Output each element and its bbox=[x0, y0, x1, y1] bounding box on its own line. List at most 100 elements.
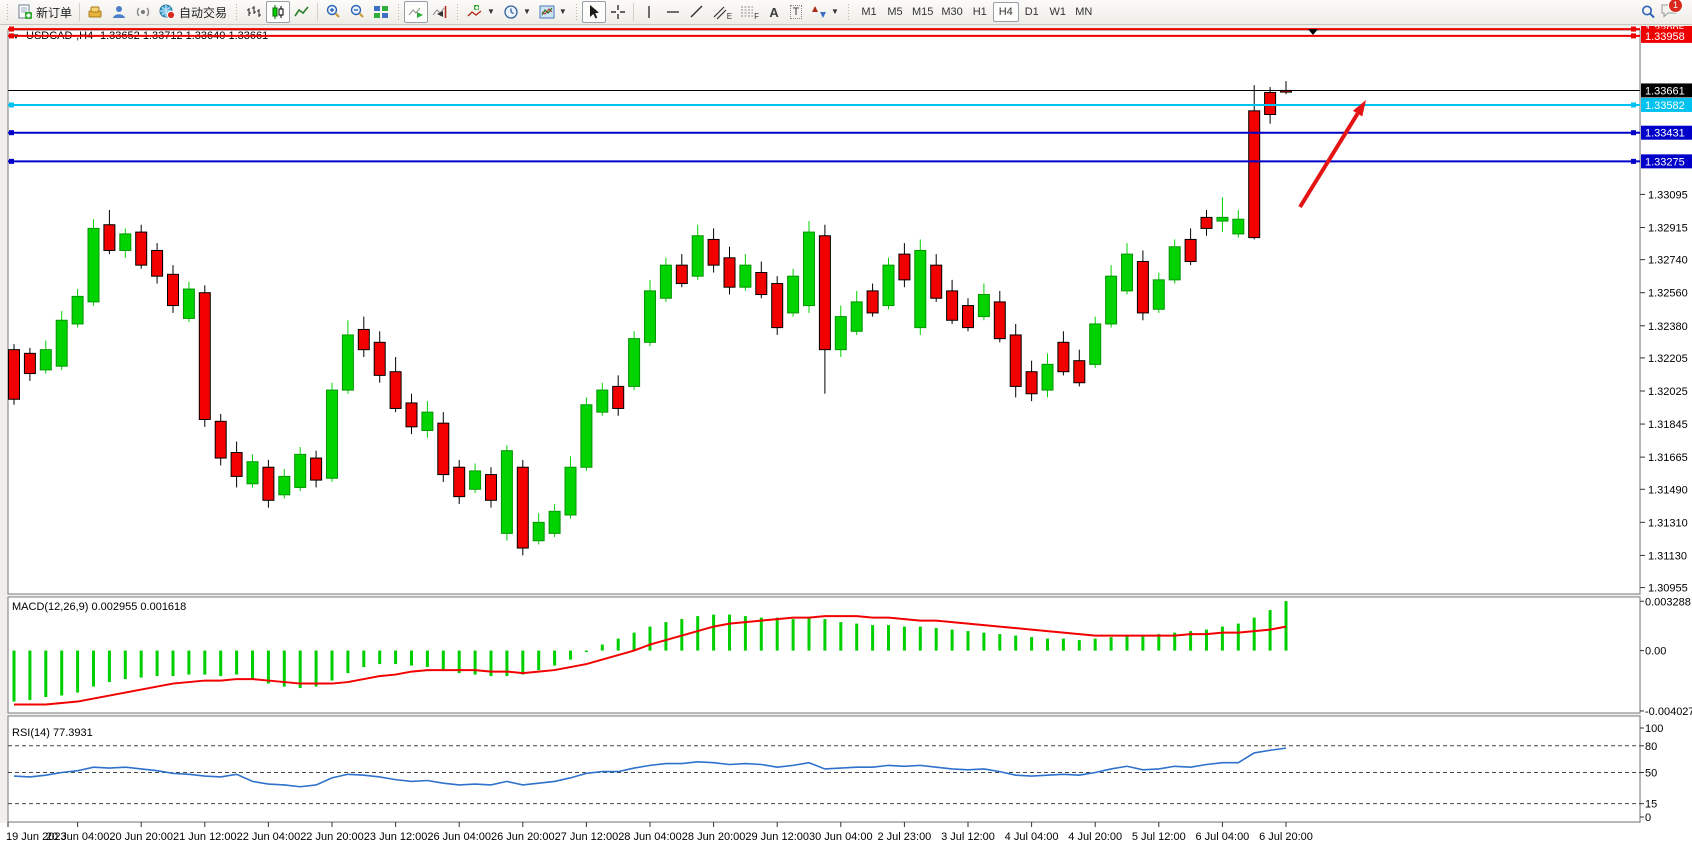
new-order-button[interactable]: 新订单 bbox=[13, 1, 76, 23]
trendline-icon bbox=[690, 5, 703, 18]
arrow-annotation[interactable] bbox=[1298, 100, 1366, 209]
toolbar-grip[interactable] bbox=[5, 4, 10, 20]
equidistant-channel-icon bbox=[713, 6, 727, 20]
svg-text:1.32380: 1.32380 bbox=[1648, 321, 1688, 333]
dropdown-caret-icon[interactable]: ▼ bbox=[558, 7, 567, 16]
tile-windows-button[interactable] bbox=[369, 1, 393, 23]
svg-text:MACD(12,26,9) 0.002955 0.00161: MACD(12,26,9) 0.002955 0.001618 bbox=[12, 601, 186, 613]
line-chart-button[interactable] bbox=[290, 1, 314, 23]
toolbar-grip[interactable] bbox=[845, 4, 851, 20]
dropdown-caret-icon[interactable]: ▼ bbox=[487, 7, 495, 16]
chart-window[interactable]: ▼USDCAD-,H41.33652 1.33712 1.33640 1.336… bbox=[0, 26, 1692, 848]
svg-text:29 Jun 12:00: 29 Jun 12:00 bbox=[745, 831, 809, 843]
equidistant-channel-button[interactable]: E bbox=[709, 1, 736, 23]
text-tool-icon: A bbox=[769, 4, 779, 20]
svg-text:0: 0 bbox=[1645, 812, 1651, 824]
auto-scroll-button[interactable] bbox=[404, 1, 429, 23]
text-button[interactable]: A bbox=[763, 1, 785, 23]
timeframe-m30-button[interactable]: M30 bbox=[937, 2, 966, 22]
svg-text:1.31845: 1.31845 bbox=[1648, 419, 1688, 431]
dropdown-caret-icon[interactable]: ▼ bbox=[831, 7, 839, 16]
svg-text:6 Jul 04:00: 6 Jul 04:00 bbox=[1195, 831, 1249, 843]
channel-sub-label: E bbox=[726, 11, 733, 21]
zoom-in-icon bbox=[326, 4, 340, 18]
svg-text:3 Jul 12:00: 3 Jul 12:00 bbox=[941, 831, 995, 843]
market-watch-icon bbox=[88, 6, 102, 18]
svg-text:2 Jul 23:00: 2 Jul 23:00 bbox=[877, 831, 931, 843]
candlestick-chart-icon bbox=[272, 5, 284, 19]
main-toolbar: 新订单 自动交易 ▼ ▼ bbox=[0, 0, 1692, 25]
timeframe-w1-button[interactable]: W1 bbox=[1045, 2, 1071, 22]
autotrading-button[interactable]: 自动交易 bbox=[155, 1, 231, 23]
toolbar-grip[interactable] bbox=[455, 4, 461, 20]
text-label-button[interactable]: T bbox=[785, 1, 807, 23]
candlestick-chart-button[interactable] bbox=[266, 1, 291, 23]
toolbar-separator bbox=[632, 3, 634, 21]
candlestick-series bbox=[8, 81, 1292, 556]
trendline-button[interactable] bbox=[685, 1, 709, 23]
svg-text:100: 100 bbox=[1645, 723, 1663, 735]
svg-text:6 Jul 20:00: 6 Jul 20:00 bbox=[1259, 831, 1313, 843]
timeframe-h1-button[interactable]: H1 bbox=[967, 2, 993, 22]
data-window-button[interactable] bbox=[107, 1, 131, 23]
chart-shift-button[interactable] bbox=[428, 1, 452, 23]
bar-chart-button[interactable] bbox=[242, 1, 266, 23]
notifications-button[interactable]: 1 bbox=[1660, 0, 1683, 23]
svg-text:27 Jun 12:00: 27 Jun 12:00 bbox=[555, 831, 619, 843]
toolbar-grip[interactable] bbox=[573, 4, 579, 20]
zoom-in-button[interactable] bbox=[321, 1, 345, 23]
alerts-icon bbox=[136, 7, 150, 17]
svg-text:28 Jun 04:00: 28 Jun 04:00 bbox=[618, 831, 682, 843]
dropdown-caret-icon[interactable]: ▼ bbox=[522, 7, 531, 16]
indicators-button[interactable]: ▼ bbox=[463, 1, 499, 23]
arrows-button[interactable]: ▼ bbox=[807, 1, 843, 23]
alerts-button[interactable] bbox=[131, 1, 155, 23]
periods-button[interactable]: ▼ bbox=[499, 1, 535, 23]
svg-text:RSI(14) 77.3931: RSI(14) 77.3931 bbox=[12, 727, 93, 739]
price-axis[interactable]: 1.33095 1.32915 1.32740 1.32560 1.32380 1.322… bbox=[1640, 189, 1688, 595]
toolbar-grip[interactable] bbox=[396, 4, 402, 20]
chart-panels bbox=[0, 26, 1692, 848]
timeframe-h4-button[interactable]: H4 bbox=[992, 2, 1019, 22]
svg-text:26 Jun 04:00: 26 Jun 04:00 bbox=[427, 831, 491, 843]
indicators-icon bbox=[467, 5, 482, 17]
svg-text:1.30955: 1.30955 bbox=[1648, 583, 1688, 595]
svg-text:1.32560: 1.32560 bbox=[1648, 288, 1688, 300]
svg-text:30 Jun 04:00: 30 Jun 04:00 bbox=[809, 831, 873, 843]
toolbar-grip[interactable] bbox=[234, 4, 240, 20]
chart-canvas[interactable]: ▼USDCAD-,H41.33652 1.33712 1.33640 1.336… bbox=[0, 26, 1692, 848]
autotrading-label: 自动交易 bbox=[179, 5, 228, 20]
toolbar-separator bbox=[317, 3, 319, 21]
svg-text:1.33431: 1.33431 bbox=[1645, 128, 1685, 140]
timeframe-m5-button[interactable]: M5 bbox=[882, 2, 908, 22]
search-button[interactable] bbox=[1636, 1, 1660, 23]
svg-text:21 Jun 12:00: 21 Jun 12:00 bbox=[173, 831, 237, 843]
templates-button[interactable]: ▼ bbox=[535, 1, 571, 23]
current-price-marker: 1.33661 bbox=[8, 83, 1692, 98]
zoom-out-button[interactable] bbox=[345, 1, 369, 23]
timeframe-mn-button[interactable]: MN bbox=[1071, 2, 1097, 22]
vertical-line-button[interactable] bbox=[637, 1, 661, 23]
timeframe-m1-button[interactable]: M1 bbox=[856, 2, 882, 22]
data-window-icon bbox=[113, 6, 126, 18]
object-anchor-icon bbox=[1308, 29, 1318, 35]
svg-text:1.31665: 1.31665 bbox=[1648, 452, 1688, 464]
chart-shift-icon bbox=[432, 6, 447, 18]
crosshair-button[interactable] bbox=[606, 1, 630, 23]
templates-icon bbox=[539, 5, 555, 19]
svg-text:1.31310: 1.31310 bbox=[1648, 517, 1688, 529]
svg-text:0.003288: 0.003288 bbox=[1645, 596, 1691, 608]
svg-text:4 Jul 04:00: 4 Jul 04:00 bbox=[1005, 831, 1059, 843]
svg-text:20 Jun 20:00: 20 Jun 20:00 bbox=[109, 831, 173, 843]
market-watch-button[interactable] bbox=[83, 1, 107, 23]
horizontal-line-button[interactable] bbox=[661, 1, 685, 23]
clock-icon bbox=[504, 5, 518, 19]
timeframe-m15-button[interactable]: M15 bbox=[908, 2, 937, 22]
svg-text:1.31490: 1.31490 bbox=[1648, 484, 1688, 496]
cursor-button[interactable] bbox=[581, 1, 606, 23]
fibonacci-button[interactable]: F bbox=[736, 1, 763, 23]
timeframe-d1-button[interactable]: D1 bbox=[1019, 2, 1045, 22]
svg-text:1.33275: 1.33275 bbox=[1645, 156, 1685, 168]
